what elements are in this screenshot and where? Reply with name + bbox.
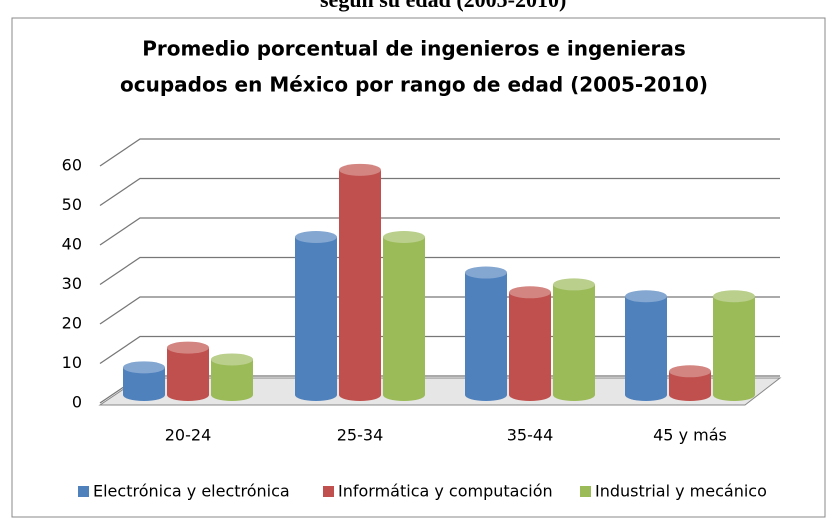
bar-top bbox=[625, 290, 667, 303]
bar-top bbox=[167, 341, 209, 354]
bar-top bbox=[383, 231, 425, 243]
bar bbox=[167, 347, 209, 395]
bar bbox=[713, 296, 755, 395]
bar bbox=[553, 284, 595, 395]
grid-line bbox=[99, 138, 780, 167]
grid-line bbox=[99, 177, 780, 207]
legend-swatch bbox=[323, 486, 334, 497]
bar-top bbox=[553, 278, 595, 291]
legend-label: Informática y computación bbox=[338, 482, 553, 501]
chart-title: Promedio porcentual de ingenieros e inge… bbox=[142, 37, 686, 61]
bar-top bbox=[211, 353, 253, 366]
bar-top bbox=[339, 163, 381, 176]
y-tick-label: 40 bbox=[62, 235, 82, 254]
bar bbox=[383, 237, 425, 395]
caption: según su edad (2005-2010) bbox=[320, 0, 566, 12]
grid-line bbox=[99, 217, 780, 246]
y-tick-label: 20 bbox=[62, 314, 82, 333]
bar-top bbox=[509, 286, 551, 299]
y-tick-label: 30 bbox=[62, 274, 82, 293]
bar bbox=[625, 296, 667, 395]
bar bbox=[339, 169, 381, 395]
legend-swatch bbox=[580, 486, 591, 497]
x-tick-label: 45 y más bbox=[653, 426, 727, 445]
bar bbox=[295, 237, 337, 395]
legend-swatch bbox=[78, 486, 89, 497]
bar bbox=[669, 371, 711, 395]
bar-top bbox=[669, 365, 711, 378]
bar-top bbox=[123, 361, 165, 374]
y-tick-label: 60 bbox=[62, 156, 82, 175]
x-tick-label: 35-44 bbox=[507, 426, 554, 445]
x-tick-label: 25-34 bbox=[337, 426, 384, 445]
y-tick-label: 10 bbox=[62, 353, 82, 372]
legend-label: Industrial y mecánico bbox=[595, 482, 767, 501]
bar bbox=[465, 272, 507, 395]
bar bbox=[509, 292, 551, 395]
bar-top bbox=[295, 231, 337, 243]
grid-line bbox=[99, 256, 780, 286]
legend-label: Electrónica y electrónica bbox=[93, 482, 290, 501]
y-tick-label: 50 bbox=[62, 195, 82, 214]
bar-top bbox=[713, 290, 755, 303]
x-tick-label: 20-24 bbox=[165, 426, 212, 445]
bar-top bbox=[465, 266, 507, 279]
y-tick-label: 0 bbox=[72, 393, 82, 412]
chart-title: ocupados en México por rango de edad (20… bbox=[120, 73, 708, 97]
